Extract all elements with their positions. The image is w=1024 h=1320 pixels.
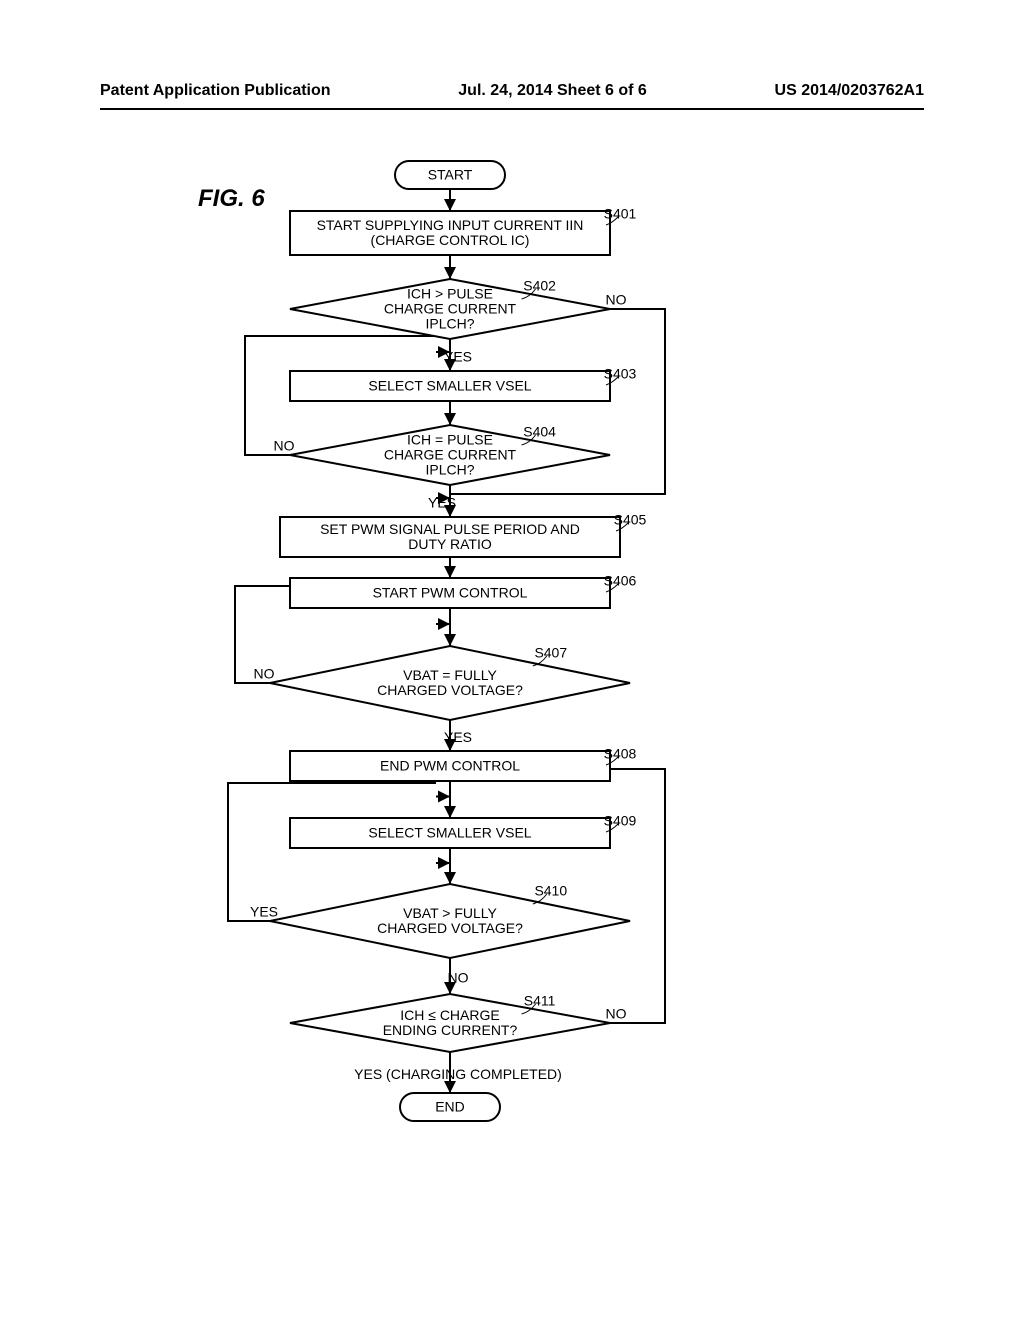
svg-text:S405: S405 [614,512,647,528]
svg-text:YES: YES [444,729,472,745]
svg-text:ICH = PULSE: ICH = PULSE [407,432,493,448]
header-left: Patent Application Publication [100,82,331,100]
header-underline [100,108,924,110]
svg-text:VBAT > FULLY: VBAT > FULLY [403,905,497,921]
svg-text:S408: S408 [604,746,637,762]
svg-text:SELECT SMALLER VSEL: SELECT SMALLER VSEL [368,825,531,841]
svg-text:DUTY RATIO: DUTY RATIO [408,536,492,552]
svg-text:ICH > PULSE: ICH > PULSE [407,286,493,302]
svg-text:NO: NO [448,970,469,986]
svg-text:CHARGE CURRENT: CHARGE CURRENT [384,301,517,317]
svg-text:START: START [428,167,473,183]
svg-text:NO: NO [606,292,627,308]
svg-text:NO: NO [274,438,295,454]
svg-text:S403: S403 [604,366,637,382]
svg-text:S410: S410 [534,883,567,899]
svg-text:END: END [435,1099,465,1115]
svg-text:S407: S407 [534,645,567,661]
svg-text:S406: S406 [604,573,637,589]
svg-text:SET PWM SIGNAL PULSE PERIOD AN: SET PWM SIGNAL PULSE PERIOD AND [320,521,580,537]
svg-text:NO: NO [606,1006,627,1022]
header-center: Jul. 24, 2014 Sheet 6 of 6 [458,82,647,100]
flowchart-container: YESYESYESNOYES (CHARGING COMPLETED)NONON… [190,155,810,1205]
svg-text:S409: S409 [604,813,637,829]
svg-text:ENDING CURRENT?: ENDING CURRENT? [383,1022,518,1038]
flowchart-svg: YESYESYESNOYES (CHARGING COMPLETED)NONON… [190,155,810,1205]
svg-text:START PWM CONTROL: START PWM CONTROL [373,585,528,601]
svg-text:NO: NO [254,666,275,682]
svg-text:START SUPPLYING INPUT CURRENT: START SUPPLYING INPUT CURRENT IIN [317,217,584,233]
svg-text:S402: S402 [523,278,556,294]
svg-text:CHARGED VOLTAGE?: CHARGED VOLTAGE? [377,682,523,698]
svg-text:S411: S411 [524,993,556,1009]
svg-text:VBAT = FULLY: VBAT = FULLY [403,667,497,683]
svg-text:CHARGE CURRENT: CHARGE CURRENT [384,447,517,463]
header-right: US 2014/0203762A1 [775,82,924,100]
svg-text:ICH ≤ CHARGE: ICH ≤ CHARGE [400,1007,499,1023]
svg-text:SELECT SMALLER VSEL: SELECT SMALLER VSEL [368,378,531,394]
svg-text:END PWM CONTROL: END PWM CONTROL [380,758,520,774]
patent-header: Patent Application Publication Jul. 24, … [0,82,1024,100]
svg-text:S404: S404 [523,424,556,440]
svg-text:S401: S401 [604,206,637,222]
svg-text:IPLCH?: IPLCH? [425,462,474,478]
svg-text:(CHARGE CONTROL IC): (CHARGE CONTROL IC) [371,232,530,248]
svg-text:IPLCH?: IPLCH? [425,316,474,332]
svg-text:YES (CHARGING COMPLETED): YES (CHARGING COMPLETED) [354,1066,562,1082]
svg-text:CHARGED VOLTAGE?: CHARGED VOLTAGE? [377,920,523,936]
svg-text:YES: YES [250,904,278,920]
